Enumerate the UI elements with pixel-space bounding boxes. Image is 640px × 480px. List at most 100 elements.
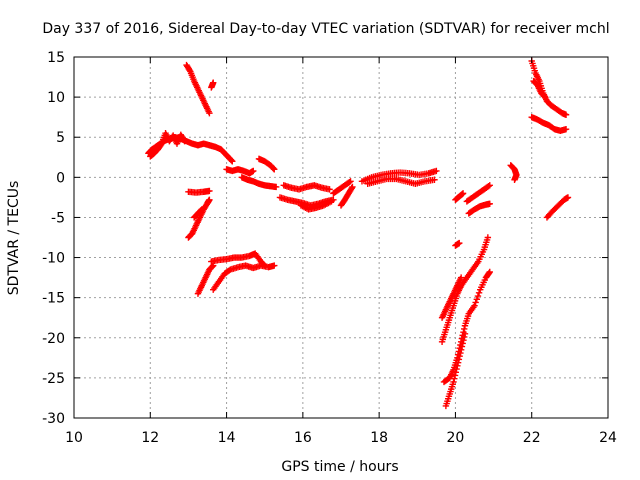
series-arc-26 [463, 182, 493, 205]
data-point [471, 302, 478, 309]
series-arc-22 [438, 234, 492, 345]
data-point [271, 166, 278, 173]
data-point [431, 176, 438, 183]
data-point [541, 93, 549, 101]
data-point [457, 346, 465, 354]
data-point [326, 186, 333, 193]
y-tick-label: -15 [42, 291, 65, 307]
series-arc-24 [442, 330, 469, 410]
data-point [511, 176, 518, 183]
data-point [349, 183, 356, 191]
data-point [486, 200, 493, 208]
data-point [210, 79, 217, 86]
data-point [475, 289, 483, 297]
x-tick-label: 22 [523, 430, 541, 446]
data-point [457, 349, 464, 357]
data-point [472, 299, 479, 306]
data-point [455, 356, 463, 363]
x-tick-label: 20 [447, 430, 465, 446]
x-tick-label: 18 [370, 430, 388, 446]
series-arc-20 [364, 175, 438, 187]
data-point [206, 196, 213, 203]
series-arc-25 [452, 190, 467, 203]
x-tick-label: 12 [141, 430, 159, 446]
x-tick-label: 16 [294, 430, 312, 446]
series-arc-17 [330, 178, 354, 197]
data-point [198, 206, 205, 213]
grid-lines [74, 57, 608, 418]
series-arc-14 [280, 182, 333, 193]
data-point [473, 296, 480, 303]
data-point [206, 109, 213, 117]
y-tick-label: 10 [47, 90, 65, 106]
data-point [186, 66, 193, 74]
x-axis-label: GPS time / hours [281, 459, 398, 475]
series-arc-08 [194, 262, 217, 297]
data-point [485, 182, 492, 190]
series-arc-04 [208, 79, 217, 91]
series-arc-02 [147, 130, 188, 160]
data-point [456, 353, 463, 360]
data-point [347, 178, 354, 185]
data-point [206, 187, 213, 195]
series-arc-31 [530, 77, 549, 101]
data-point [454, 359, 462, 366]
series-arc-03 [183, 61, 213, 117]
data-point [460, 336, 467, 344]
data-point [451, 372, 459, 379]
data-point [564, 194, 572, 201]
plot-frame [73, 56, 609, 419]
data-point [461, 333, 468, 341]
data-point [458, 343, 466, 350]
data-point [228, 157, 235, 164]
data-points [145, 57, 572, 410]
axis-ticks: 10 12 14 16 18 20 22 24 15 10 5 0 -5 -10 -15 -20 -25 -30 [42, 50, 617, 446]
data-point [453, 365, 460, 373]
data-point [486, 268, 493, 276]
data-point [157, 141, 165, 148]
data-point [486, 182, 493, 189]
data-point [562, 111, 570, 118]
y-tick-label: -10 [42, 251, 65, 267]
series-arc-13 [255, 155, 278, 173]
x-tick-label: 24 [599, 430, 617, 446]
y-axis-label: SDTVAR / TECUs [6, 181, 22, 296]
y-tick-label: -20 [42, 331, 65, 347]
series-arc-06 [185, 196, 213, 241]
series-arc-18 [337, 183, 356, 209]
series-arc-07 [190, 206, 205, 221]
series-arc-10 [210, 262, 278, 293]
data-point [433, 167, 440, 175]
data-point [457, 274, 465, 281]
data-point [456, 239, 463, 247]
series-arc-19 [358, 167, 440, 185]
y-tick-label: -25 [42, 371, 65, 387]
data-point [461, 330, 469, 337]
data-point [250, 167, 257, 175]
data-point [271, 262, 278, 269]
data-point [484, 234, 492, 241]
y-tick-label: 5 [56, 130, 65, 146]
data-point [348, 185, 355, 192]
series-arc-12 [238, 174, 280, 191]
data-point [459, 190, 467, 197]
y-tick-label: 15 [47, 50, 65, 66]
data-point [450, 378, 457, 386]
x-tick-label: 14 [218, 430, 236, 446]
series-arc-05 [185, 187, 213, 196]
data-point [485, 269, 493, 277]
series-arc-27 [465, 200, 493, 217]
data-point [270, 165, 277, 172]
series-arc-16 [297, 198, 335, 213]
data-point [459, 340, 466, 347]
series-arc-28 [452, 239, 463, 249]
data-point [562, 126, 570, 133]
series-arc-33 [543, 194, 572, 221]
series-arc-29 [507, 162, 520, 183]
data-point [229, 158, 236, 165]
data-point [328, 198, 335, 205]
data-point [454, 362, 461, 370]
data-point [180, 136, 188, 144]
data-point [541, 93, 548, 100]
